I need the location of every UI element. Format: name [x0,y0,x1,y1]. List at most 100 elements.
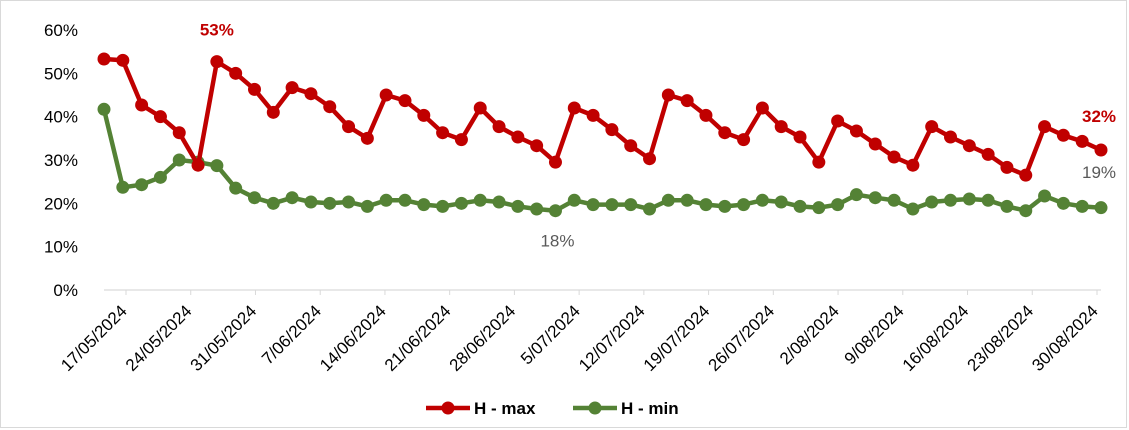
data-point [323,196,337,210]
data-point [1094,143,1108,157]
y-tick-label: 50% [44,64,78,83]
data-point [849,124,863,138]
data-point [247,191,261,205]
data-point [511,130,525,144]
x-tick-label: 30/08/2024 [1028,301,1102,375]
data-point [567,101,581,115]
x-tick-label: 31/05/2024 [187,301,261,375]
legend-item-h-min: H - min [573,399,679,418]
data-point [398,193,412,207]
series-h-min [97,102,1108,218]
y-tick-label: 30% [44,151,78,170]
x-tick-label: 9/08/2024 [841,301,908,368]
data-point [285,191,299,205]
data-point [737,198,751,212]
data-point [379,88,393,102]
data-label-min-low: 18% [540,232,574,251]
data-point [1019,204,1033,218]
x-tick-label: 17/05/2024 [57,301,131,375]
data-point [454,133,468,147]
x-tick-label: 7/06/2024 [258,301,325,368]
series-line [103,56,1102,178]
data-point [417,198,431,212]
data-point [661,88,675,102]
data-point [699,108,713,122]
data-point [360,199,374,213]
x-tick-label: 16/08/2024 [899,301,973,375]
x-tick-label: 5/07/2024 [517,301,584,368]
data-point [605,198,619,212]
data-point [774,120,788,134]
data-point [229,181,243,195]
data-point [172,126,186,140]
y-axis: 0% 10% 20% 30% 40% 50% 60% [44,21,78,300]
y-tick-label: 40% [44,108,78,127]
data-point [1056,128,1070,142]
data-point [473,101,487,115]
data-point [135,178,149,192]
data-point [97,102,111,116]
data-point [97,52,111,66]
data-label-min-last: 19% [1082,163,1116,182]
data-point [887,193,901,207]
data-point [1019,168,1033,182]
data-point [944,193,958,207]
x-tick-label: 26/07/2024 [705,301,779,375]
data-point [906,158,920,172]
data-point [605,123,619,137]
x-axis: 17/05/202424/05/202431/05/20247/06/20241… [57,289,1102,375]
legend-label: H - max [474,399,536,418]
annotation-layer: 53% 32% 18% 19% [200,21,1116,251]
x-tick-label: 24/05/2024 [122,301,196,375]
data-point [793,199,807,213]
x-tick-label: 14/06/2024 [316,301,390,375]
data-point [153,170,167,184]
data-point [1056,196,1070,210]
legend-marker [588,401,602,415]
data-point [962,192,976,206]
data-point [492,195,506,209]
data-point [831,114,845,128]
data-point [436,126,450,140]
x-tick-label: 21/06/2024 [381,301,455,375]
x-tick-label: 2/08/2024 [776,301,843,368]
data-point [1038,120,1052,134]
data-point [473,193,487,207]
data-point [548,204,562,218]
data-point [153,110,167,124]
x-tick-label: 12/07/2024 [575,301,649,375]
data-point [699,198,713,212]
data-point [849,188,863,202]
data-point [511,199,525,213]
legend-marker [441,401,455,415]
data-point [812,155,826,169]
data-point [266,105,280,119]
data-point [247,82,261,96]
x-tick-label: 28/06/2024 [446,301,520,375]
data-label-max-peak: 53% [200,21,234,40]
data-point [586,108,600,122]
data-point [962,139,976,153]
data-point [567,193,581,207]
data-point [548,155,562,169]
y-tick-label: 60% [44,21,78,40]
data-point [530,139,544,153]
data-point [266,196,280,210]
data-point [492,120,506,134]
data-point [436,199,450,213]
data-point [1000,160,1014,174]
x-tick-label: 23/08/2024 [963,301,1037,375]
y-tick-label: 10% [44,238,78,257]
data-point [624,139,638,153]
data-point [661,193,675,207]
x-tick-label: 19/07/2024 [640,301,714,375]
data-point [774,195,788,209]
data-point [643,152,657,166]
series-layer [97,52,1108,218]
data-point [1094,201,1108,215]
data-point [1075,134,1089,148]
data-point [925,120,939,134]
data-point [718,126,732,140]
data-point [304,195,318,209]
